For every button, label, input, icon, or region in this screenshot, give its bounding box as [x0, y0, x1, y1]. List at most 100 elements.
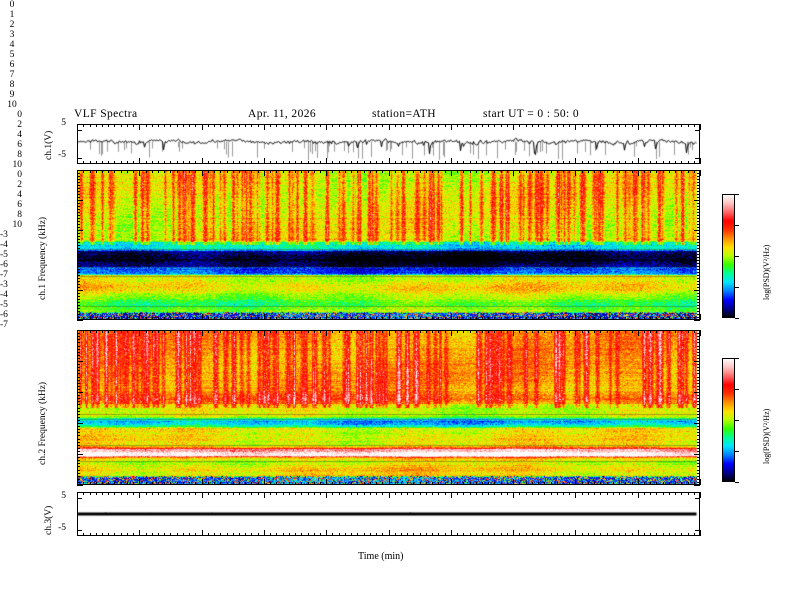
xtick-top-2-34: [288, 330, 290, 333]
xtick-0-28: [251, 161, 253, 164]
xtick-top-0-71: [519, 124, 521, 127]
xtick-top-1-84: [600, 170, 602, 173]
ftick-r-ch1-4: [697, 308, 700, 309]
xtick-top-0-1: [83, 124, 85, 127]
xtick-3-1: [83, 533, 85, 536]
xtick-3-38: [313, 533, 315, 536]
xtick-top-1-48: [376, 170, 377, 173]
xtick-top-1-86: [612, 170, 614, 173]
ftick-r-ch2-35: [697, 376, 700, 378]
xtick-2-92: [650, 482, 652, 485]
xtick-top-2-62: [463, 330, 465, 333]
xtick-2-29: [257, 482, 259, 485]
xtick-top-0-62: [463, 124, 465, 127]
xtick-top-3-44: [351, 492, 353, 495]
xtick-3-48: [376, 533, 377, 536]
ftick-r-ch2-19: [697, 426, 700, 428]
xtick-top-3-28: [251, 492, 253, 495]
observation-date: Apr. 11, 2026: [248, 108, 317, 120]
f-tick-label-ch2-5: 10: [12, 220, 23, 230]
cbtick-1-0: [735, 358, 739, 359]
ftick-ch2-33: [77, 382, 80, 384]
cbtick-0-4: [735, 318, 739, 319]
cb-tick-label-1-1: -4: [0, 290, 8, 300]
xtick-3-15: [170, 533, 172, 536]
xtick-top-2-63: [469, 330, 471, 333]
xtick-3-25: [232, 533, 234, 536]
xtick-3-88: [625, 533, 627, 536]
vtick-r-ch1-1: [695, 158, 700, 160]
xtick-1-54: [413, 317, 415, 320]
xtick-top-1-78: [562, 170, 564, 173]
cbtick-0-2: [735, 256, 739, 257]
xtick-0-38: [313, 161, 315, 164]
x-tick-label-2: 2: [9, 20, 15, 30]
ftick-r-ch1-5: [697, 305, 700, 306]
xtick-2-61: [457, 482, 458, 485]
ftick-ch1-12: [77, 284, 80, 285]
ftick-r-ch2-41: [697, 357, 700, 359]
xtick-top-1-90: [637, 170, 639, 176]
xtick-1-21: [207, 317, 209, 320]
xtick-3-39: [320, 533, 321, 536]
xtick-2-84: [600, 482, 602, 485]
colorbar-ch1-label: log(PSD)(V²/Hz): [762, 244, 771, 300]
xtick-3-26: [239, 533, 240, 536]
ftick-r-ch2-26: [697, 404, 700, 406]
xtick-top-1-1: [83, 170, 85, 173]
xtick-top-1-96: [675, 170, 677, 173]
ftick-r-ch2-50: [694, 330, 700, 331]
ftick-ch2-27: [77, 401, 80, 403]
xtick-0-2: [89, 161, 91, 164]
ftick-r-ch2-16: [697, 435, 700, 437]
ftick-r-ch2-46: [697, 342, 700, 344]
xtick-1-8: [126, 317, 128, 320]
ftick-ch2-24: [77, 410, 80, 412]
xtick-top-1-53: [407, 170, 409, 173]
vtick-r-ch3-1: [695, 529, 700, 531]
xtick-top-2-73: [531, 330, 533, 333]
xtick-top-3-18: [189, 492, 191, 495]
x-tick-label-5: 5: [9, 50, 15, 60]
ftick-ch1-38: [77, 206, 80, 207]
xtick-0-74: [538, 161, 539, 164]
cb-tick-label-1-0: -3: [0, 280, 8, 290]
x-tick-label-8: 8: [9, 80, 15, 90]
ftick-ch2-36: [77, 373, 80, 375]
ftick-ch1-34: [77, 218, 80, 219]
ftick-ch1-27: [77, 239, 80, 240]
xtick-top-3-84: [600, 492, 602, 495]
ftick-r-ch1-44: [697, 188, 700, 189]
xtick-3-37: [307, 533, 309, 536]
xtick-2-52: [401, 482, 402, 485]
ftick-r-ch1-36: [697, 212, 700, 213]
xtick-0-91: [643, 161, 645, 164]
xtick-top-1-42: [338, 170, 340, 173]
xtick-top-1-91: [643, 170, 645, 173]
ftick-ch1-26: [77, 242, 80, 243]
xtick-top-2-80: [575, 330, 577, 336]
xtick-1-16: [176, 317, 178, 320]
xtick-top-2-35: [295, 330, 297, 333]
xtick-top-1-62: [463, 170, 465, 173]
xtick-1-20: [201, 314, 203, 320]
vtick-r-ch1-0: [695, 129, 700, 131]
xtick-top-0-33: [282, 124, 284, 127]
xtick-top-2-7: [120, 330, 122, 333]
xtick-2-99: [693, 482, 695, 485]
x-tick-label-7: 7: [9, 70, 15, 80]
xtick-top-3-6: [114, 492, 116, 495]
xtick-top-0-55: [419, 124, 421, 127]
xtick-top-0-11: [145, 124, 147, 127]
xtick-3-45: [357, 533, 359, 536]
xtick-2-93: [656, 482, 658, 485]
xtick-2-39: [320, 482, 321, 485]
ftick-ch2-3: [77, 475, 80, 477]
xtick-2-58: [438, 482, 440, 485]
xtick-2-35: [295, 482, 297, 485]
xtick-top-0-76: [550, 124, 552, 127]
xtick-3-14: [164, 533, 166, 536]
x-tick-label-3: 3: [9, 30, 15, 40]
ftick-r-ch1-48: [697, 176, 700, 177]
ftick-ch2-32: [77, 385, 80, 387]
